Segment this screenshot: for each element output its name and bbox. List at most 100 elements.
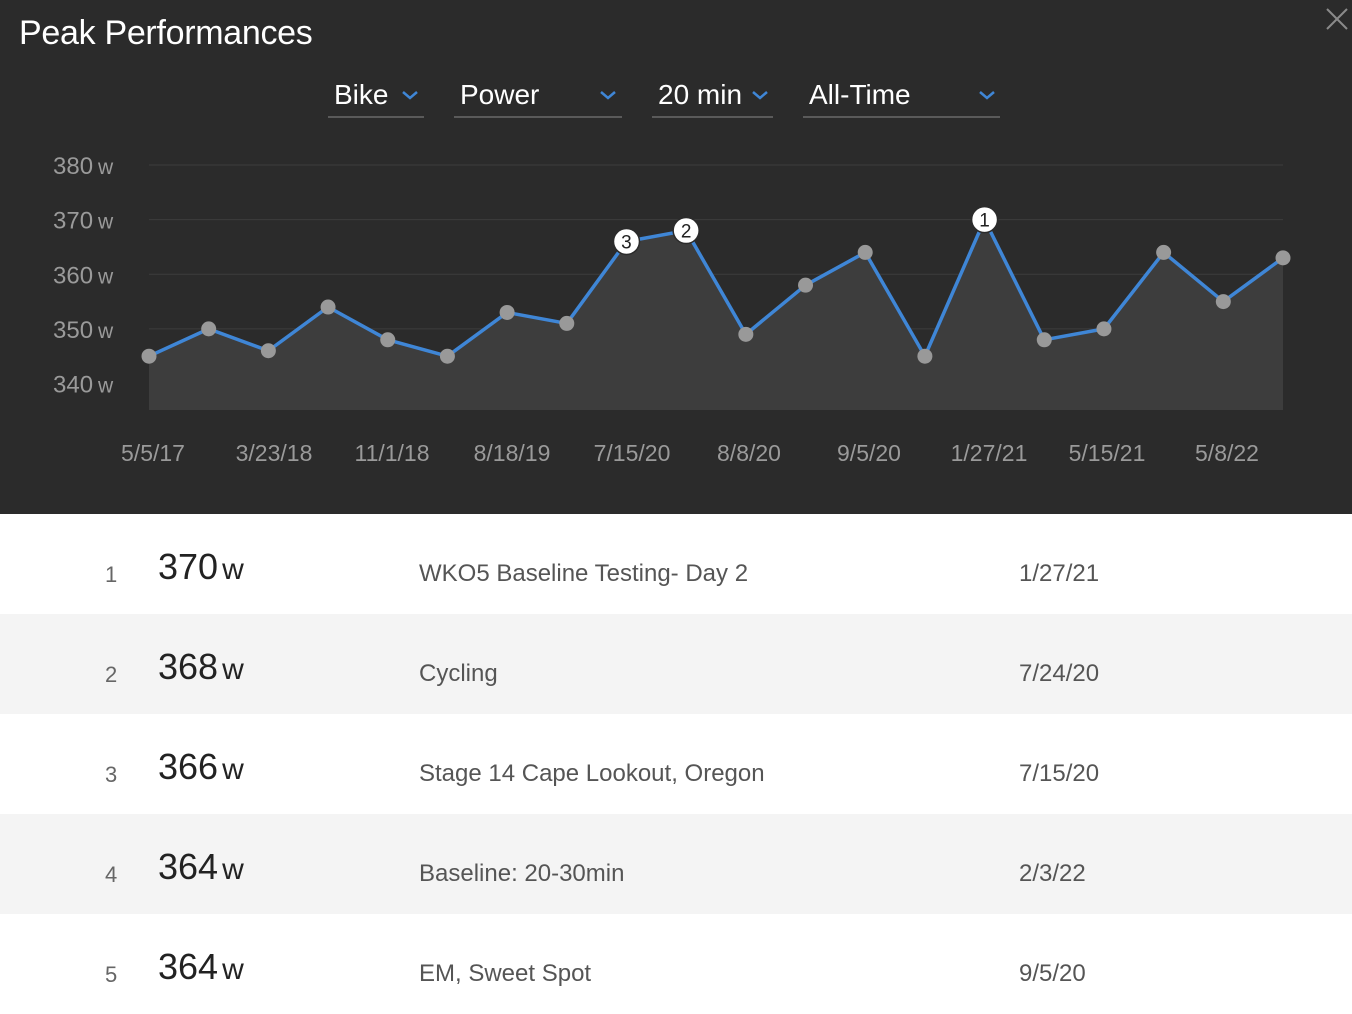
duration-dropdown[interactable]: 20 min: [652, 76, 773, 118]
x-tick-label: 5/15/21: [1069, 440, 1146, 466]
ranked-point: [672, 216, 700, 245]
rank-number: 3: [105, 762, 118, 787]
data-point: [499, 304, 515, 320]
workout-name[interactable]: Cycling: [419, 660, 498, 687]
rank-number: 1: [105, 562, 118, 587]
power-number: 370: [158, 546, 219, 587]
power-value: 364 w: [158, 946, 244, 988]
series-line: [148, 217, 1285, 358]
ranked-point-label: 1: [979, 211, 990, 232]
list-item[interactable]: 1 370 w WKO5 Baseline Testing- Day 2 1/27/21: [0, 514, 1352, 614]
ranked-point: [970, 205, 999, 234]
y-tick-label: 360 w: [53, 262, 114, 289]
data-point: [201, 321, 217, 337]
data-point: [798, 277, 814, 293]
list-item[interactable]: 4 364 w Baseline: 20-30min 2/3/22: [0, 814, 1352, 914]
x-tick-label: 8/18/19: [474, 440, 551, 466]
y-tick-unit: w: [97, 320, 114, 343]
power-value: 368 w: [158, 646, 244, 688]
data-point: [857, 244, 873, 260]
y-tick-value: 340: [53, 372, 93, 399]
list-item[interactable]: 5 364 w EM, Sweet Spot 9/5/20: [0, 914, 1352, 1014]
duration-dropdown-label: 20 min: [658, 79, 743, 110]
y-tick-label: 340 w: [53, 372, 114, 399]
y-tick-unit: w: [97, 265, 114, 288]
timeframe-dropdown[interactable]: All-Time: [803, 76, 1000, 118]
power-number: 364: [158, 846, 219, 887]
rank-number: 4: [105, 862, 118, 887]
list-item[interactable]: 2 368 w Cycling 7/24/20: [0, 614, 1352, 714]
y-tick-unit: w: [97, 156, 114, 179]
y-tick-unit: w: [97, 375, 114, 398]
data-point: [439, 348, 455, 364]
metric-dropdown[interactable]: Power: [454, 76, 622, 118]
workout-date: 2/3/22: [1019, 860, 1086, 887]
power-value: 370 w: [158, 546, 244, 588]
chevron-down-icon: [600, 91, 616, 100]
timeframe-dropdown-label: All-Time: [809, 79, 911, 110]
workout-date: 7/24/20: [1019, 660, 1100, 687]
close-button[interactable]: [1322, 4, 1352, 34]
close-icon: [1326, 8, 1348, 30]
data-point: [1215, 294, 1231, 310]
power-number: 366: [158, 746, 219, 787]
data-point: [141, 348, 157, 364]
chevron-down-icon: [752, 91, 768, 100]
workout-date: 9/5/20: [1019, 960, 1086, 987]
power-number: 368: [158, 646, 219, 687]
y-tick-value: 360: [53, 262, 93, 289]
data-point: [380, 332, 396, 348]
y-tick-label: 370 w: [53, 208, 114, 235]
workout-name[interactable]: Stage 14 Cape Lookout, Oregon: [419, 760, 765, 787]
data-point: [1275, 250, 1291, 266]
data-point: [1036, 332, 1052, 348]
data-point: [320, 299, 336, 315]
workout-name[interactable]: Baseline: 20-30min: [419, 860, 625, 887]
power-value: 366 w: [158, 746, 244, 788]
x-tick-label: 9/5/20: [837, 440, 901, 466]
x-tick-label: 7/15/20: [594, 440, 671, 466]
peak-performances-panel: Peak Performances Bike Power 20 min All-…: [0, 0, 1352, 514]
y-tick-value: 380: [53, 153, 93, 180]
data-point: [1156, 244, 1172, 260]
y-tick-unit: w: [97, 211, 114, 234]
power-unit: w: [222, 853, 244, 886]
x-tick-label: 8/8/20: [717, 440, 781, 466]
ranked-point-label: 2: [681, 222, 692, 243]
chevron-down-icon: [402, 91, 418, 100]
rank-number: 5: [105, 962, 118, 987]
x-tick-label: 5/8/22: [1195, 440, 1259, 466]
y-tick-value: 370: [53, 208, 93, 235]
power-unit: w: [222, 653, 244, 686]
power-unit: w: [222, 753, 244, 786]
workout-date: 7/15/20: [1019, 760, 1100, 787]
list-item[interactable]: 3 366 w Stage 14 Cape Lookout, Oregon 7/15/2…: [0, 714, 1352, 814]
filter-bar: Bike Power 20 min All-Time: [0, 76, 1352, 120]
x-tick-label: 11/1/18: [354, 440, 429, 466]
data-point: [917, 348, 933, 364]
chart-area: [149, 219, 1283, 410]
x-tick-label: 3/23/18: [236, 440, 313, 466]
chevron-down-icon: [979, 91, 995, 100]
y-tick-label: 350 w: [53, 317, 114, 344]
ranked-point: [612, 227, 641, 256]
power-unit: w: [222, 553, 244, 586]
peak-performance-list: 1 370 w WKO5 Baseline Testing- Day 2 1/27/21…: [0, 514, 1352, 1014]
data-point: [260, 343, 276, 359]
power-value: 364 w: [158, 846, 244, 888]
rank-number: 2: [105, 662, 118, 687]
sport-dropdown[interactable]: Bike: [328, 76, 424, 118]
ranked-point-label: 3: [621, 232, 632, 253]
y-tick-label: 380 w: [53, 153, 114, 180]
power-unit: w: [222, 953, 244, 986]
data-point: [559, 315, 575, 331]
metric-dropdown-label: Power: [460, 79, 540, 110]
panel-title: Peak Performances: [19, 14, 313, 52]
sport-dropdown-label: Bike: [334, 79, 389, 110]
x-tick-label: 5/5/17: [121, 440, 185, 466]
workout-date: 1/27/21: [1019, 560, 1100, 587]
y-tick-value: 350: [53, 317, 93, 344]
workout-name[interactable]: WKO5 Baseline Testing- Day 2: [419, 560, 749, 587]
workout-name[interactable]: EM, Sweet Spot: [419, 960, 592, 987]
